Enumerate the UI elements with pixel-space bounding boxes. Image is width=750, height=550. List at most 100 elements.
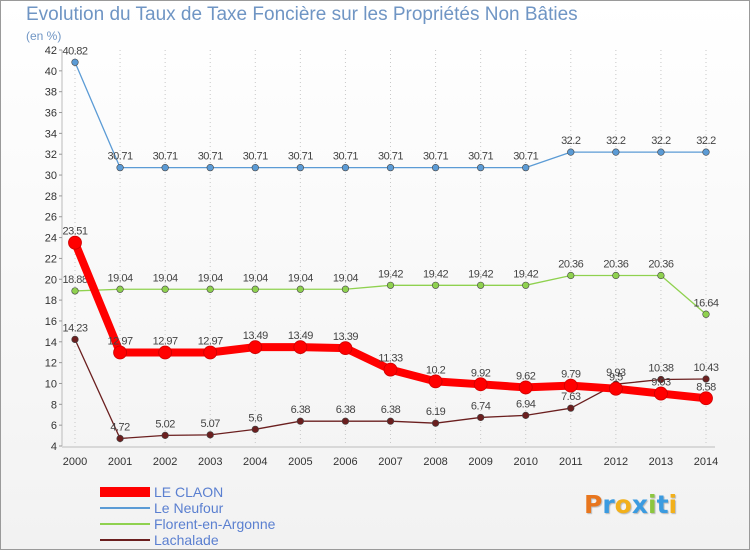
data-point (702, 310, 710, 318)
data-point (203, 345, 218, 360)
data-point (341, 417, 350, 425)
data-point (612, 271, 620, 280)
data-label: 19.42 (513, 268, 538, 280)
x-tick-label: 2012 (604, 456, 628, 468)
data-label: 18.88 (62, 274, 87, 286)
proxiti-logo: Proxiti (584, 490, 677, 519)
data-label: 30.71 (378, 151, 403, 163)
x-tick-label: 2004 (243, 456, 267, 468)
x-tick-label: 2009 (468, 456, 492, 468)
data-point (522, 281, 530, 289)
data-point (206, 164, 214, 172)
data-point (428, 374, 443, 389)
logo-letter: P (584, 490, 603, 519)
data-point (341, 285, 350, 293)
data-label: 6.19 (426, 406, 446, 418)
data-label: 6.38 (291, 404, 311, 416)
y-tick-label: 36 (45, 108, 57, 120)
data-label: 9.79 (561, 369, 581, 381)
data-point (563, 378, 578, 393)
data-label: 16.64 (693, 297, 718, 309)
data-point (386, 164, 395, 172)
y-tick-label: 4 (51, 441, 57, 453)
data-point (431, 164, 440, 172)
data-point (477, 413, 485, 422)
data-label: 12.97 (153, 336, 178, 348)
data-label: 6.38 (336, 404, 356, 416)
data-point (116, 285, 124, 293)
data-label: 30.71 (513, 151, 538, 163)
x-tick-label: 2005 (288, 456, 312, 468)
data-label: 23.51 (62, 226, 87, 238)
data-point (567, 271, 575, 280)
data-label: 30.71 (198, 151, 223, 163)
data-label: 19.04 (198, 272, 223, 284)
data-label: 30.71 (153, 151, 178, 163)
data-point (657, 148, 665, 156)
data-point (161, 164, 169, 172)
data-label: 30.71 (423, 151, 448, 163)
data-point (296, 417, 304, 425)
data-point (251, 164, 259, 172)
data-point (116, 434, 124, 443)
y-tick-label: 38 (45, 87, 57, 99)
data-point (431, 419, 440, 427)
logo-letter: x (631, 490, 648, 519)
data-label: 30.71 (108, 151, 133, 163)
x-tick-label: 2013 (649, 456, 673, 468)
data-point (518, 380, 533, 395)
data-label: 7.63 (561, 391, 581, 403)
data-point (657, 375, 665, 384)
x-tick-label: 2003 (198, 456, 222, 468)
data-point (161, 431, 169, 439)
logo-letter: o (614, 490, 632, 519)
data-point (158, 345, 173, 360)
data-label: 9.5 (609, 372, 623, 384)
legend-label: Lachalade (154, 532, 219, 548)
data-label: 13.49 (243, 330, 268, 342)
data-point (383, 362, 398, 377)
legend-swatch (100, 507, 150, 509)
data-label: 12.97 (198, 336, 223, 348)
data-point (522, 411, 530, 419)
data-label: 6.38 (381, 404, 401, 416)
y-tick-label: 16 (45, 316, 57, 328)
data-label: 6.74 (471, 400, 491, 412)
data-label: 30.71 (288, 151, 313, 163)
data-label: 19.42 (423, 268, 448, 280)
data-label: 32.2 (606, 135, 626, 147)
data-point (473, 377, 488, 392)
y-tick-label: 28 (45, 191, 57, 203)
x-tick-label: 2002 (153, 456, 177, 468)
data-label: 30.71 (333, 151, 358, 163)
data-point (341, 164, 350, 172)
data-label: 9.93 (606, 367, 626, 379)
data-point (522, 164, 530, 172)
data-point (612, 148, 620, 156)
data-label: 10.2 (426, 364, 446, 376)
data-point (431, 281, 440, 289)
data-label: 12.97 (108, 336, 133, 348)
y-tick-label: 26 (45, 212, 57, 224)
data-point (702, 375, 710, 383)
y-tick-label: 10 (45, 378, 57, 390)
y-tick-label: 8 (51, 399, 57, 411)
y-tick-label: 24 (45, 233, 57, 245)
data-label: 5.6 (248, 412, 262, 424)
y-tick-label: 14 (45, 337, 57, 349)
legend-swatch (100, 539, 150, 541)
data-label: 5.02 (155, 418, 175, 430)
x-tick-label: 2014 (694, 456, 718, 468)
x-tick-label: 2006 (333, 456, 357, 468)
data-point (71, 335, 79, 343)
data-point (161, 285, 169, 293)
data-point (702, 148, 710, 156)
data-point (206, 285, 214, 293)
y-tick-label: 12 (45, 358, 57, 370)
data-label: 19.04 (333, 272, 358, 284)
y-tick-label: 30 (45, 170, 57, 182)
x-tick-label: 2008 (423, 456, 447, 468)
data-label: 30.71 (468, 151, 493, 163)
data-label: 13.49 (288, 330, 313, 342)
